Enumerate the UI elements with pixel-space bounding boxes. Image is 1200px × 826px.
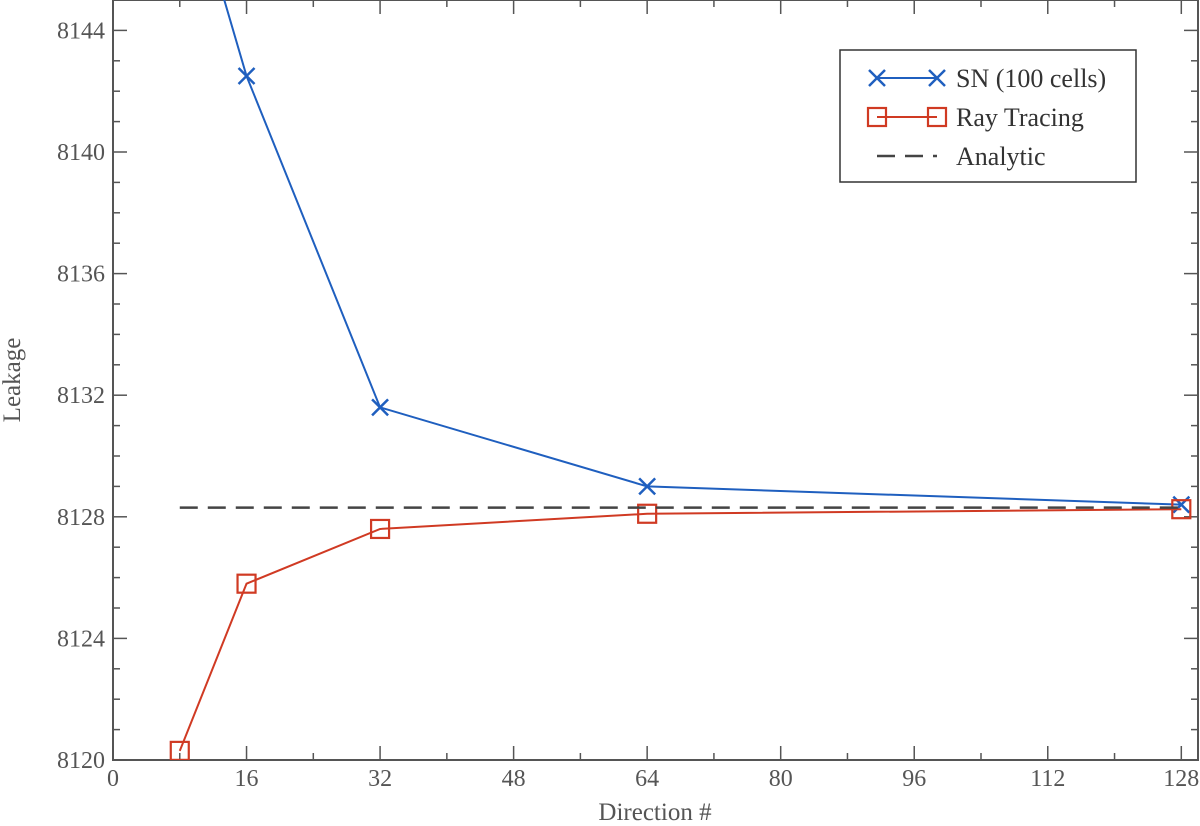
legend-label: Ray Tracing — [956, 103, 1084, 132]
sn-point-marker — [371, 398, 389, 417]
y-tick-label: 8140 — [57, 140, 105, 166]
sn-point-marker — [928, 69, 946, 87]
plot-frame — [112, 0, 1199, 761]
ray-tracing-point-marker — [369, 518, 391, 540]
y-tick-label: 8120 — [57, 748, 105, 774]
ray-tracing-point-marker — [1171, 499, 1192, 520]
sn-point-marker — [868, 69, 886, 87]
axis-ticks — [112, 0, 1198, 761]
x-tick-label: 16 — [235, 766, 259, 792]
y-axis-title: Leakage — [0, 338, 26, 423]
axis-tick-labels: 0 16 32 48 64 80 96 112 128 8120 8124 8128 8132 8136 8… — [57, 18, 1199, 792]
legend-item: SN (100 cells) — [868, 64, 1106, 93]
x-tick-label: 96 — [902, 766, 926, 792]
legend-label: SN (100 cells) — [956, 64, 1106, 93]
sn-point-marker — [237, 67, 256, 85]
legend: SN (100 cells) Ray Tracing Analytic — [839, 49, 1137, 183]
legend-item: Analytic — [877, 142, 1046, 171]
y-tick-label: 8124 — [57, 626, 105, 652]
x-tick-label: 80 — [769, 766, 793, 792]
ray-tracing-point-marker — [236, 573, 257, 594]
y-tick-label: 8132 — [57, 383, 105, 409]
ray-tracing-series — [169, 499, 1192, 760]
ray-tracing-point-marker — [169, 740, 190, 760]
ray-tracing-point-marker — [637, 503, 658, 524]
y-tick-label: 8144 — [57, 18, 105, 44]
x-tick-label: 32 — [368, 766, 392, 792]
x-tick-label: 0 — [107, 766, 119, 792]
y-tick-label: 8128 — [57, 505, 105, 531]
x-tick-label: 128 — [1163, 766, 1199, 792]
legend-item: Ray Tracing — [866, 103, 1084, 132]
ray-tracing-series-line — [178, 508, 1182, 752]
x-axis-title: Direction # — [598, 799, 712, 826]
x-tick-label: 48 — [502, 766, 526, 792]
legend-label: Analytic — [956, 142, 1046, 171]
sn-point-marker — [638, 477, 657, 496]
plot-area — [169, 0, 1192, 760]
ray-tracing-point-marker — [926, 106, 948, 128]
ray-tracing-point-marker — [866, 106, 888, 128]
x-tick-label: 64 — [635, 766, 659, 792]
y-tick-label: 8136 — [57, 262, 105, 288]
x-tick-label: 112 — [1030, 766, 1065, 792]
